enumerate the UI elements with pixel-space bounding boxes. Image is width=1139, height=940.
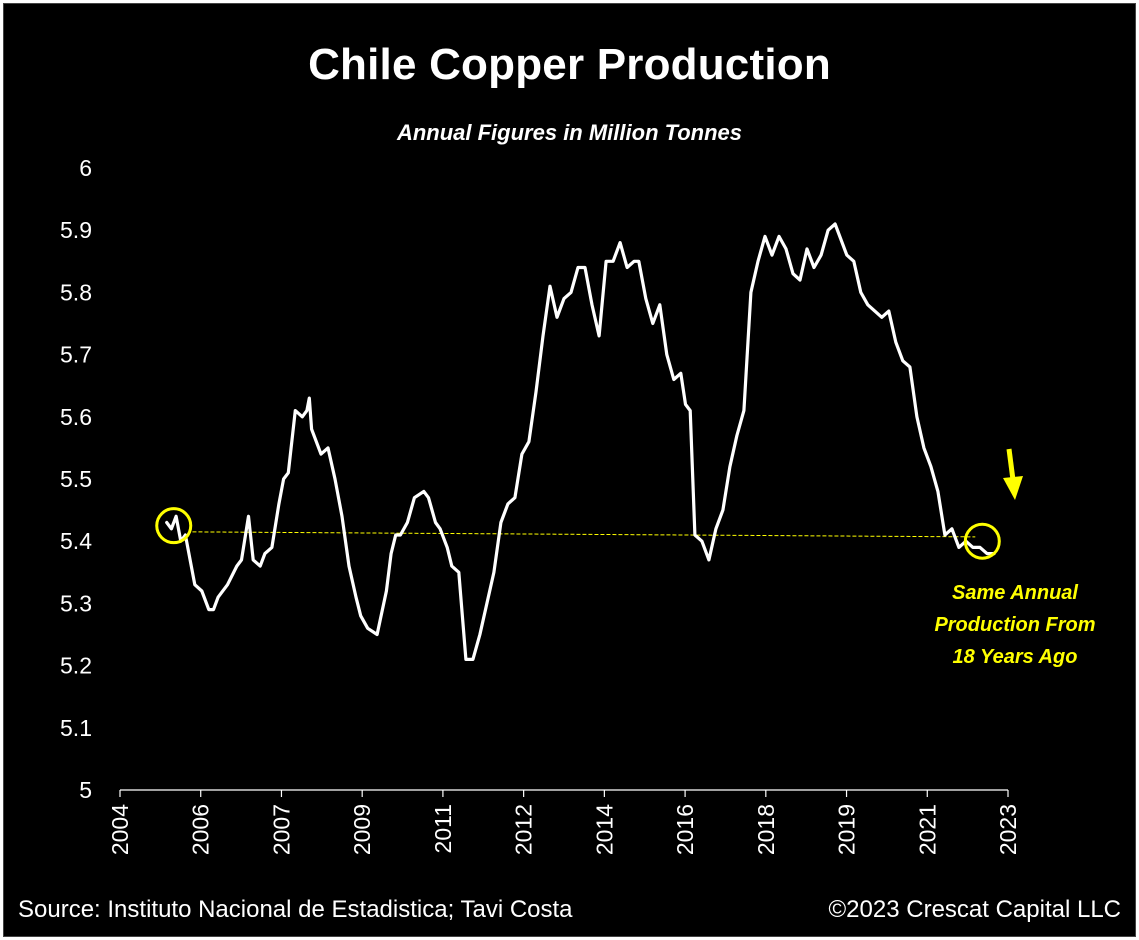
y-tick-label: 5 [79,777,92,803]
x-tick-label: 2012 [511,804,537,855]
y-tick-label: 5.3 [60,590,92,616]
x-tick-label: 2006 [188,804,214,855]
y-tick-label: 5.2 [60,653,92,679]
y-tick-label: 5.7 [60,342,92,368]
series-group [165,222,996,661]
y-tick-label: 5.1 [60,715,92,741]
annotation-text-line: 18 Years Ago [953,646,1078,668]
x-tick-label: 2011 [430,804,456,853]
arrow-head [1003,476,1023,500]
x-tick-label: 2007 [268,804,294,855]
highlight-circle [155,507,193,545]
y-tick-label: 5.9 [60,217,92,243]
copyright-text: ©2023 Crescat Capital LLC [828,896,1122,923]
series-line [165,222,996,661]
source-text: Source: Instituto Nacional de Estadistic… [18,896,573,923]
y-tick-label: 6 [79,155,92,181]
highlight-circle [963,522,1001,560]
reference-line-group [192,531,976,538]
x-tick-label: 2021 [914,804,940,855]
annotation-text-line: Same Annual [952,582,1078,604]
chart-subtitle: Annual Figures in Million Tonnes [396,120,743,145]
annotation-group: Same Annual Production From 18 Years Ago [155,448,1096,668]
chart-title: Chile Copper Production [308,40,831,89]
x-tick-label: 2018 [753,804,779,855]
x-tick-label: 2004 [107,804,133,855]
y-tick-label: 5.5 [60,466,92,492]
x-tick-label: 2019 [834,804,860,855]
x-tick-label: 2009 [349,804,375,855]
annotation-text-line: Production From [934,614,1095,636]
y-tick-label: 5.6 [60,404,92,430]
y-tick-label: 5.8 [60,279,92,305]
y-axis-tick-labels: 5 5.1 5.2 5.3 5.4 5.5 5.6 5.7 5.8 5.9 6 [60,155,92,803]
x-tick-label: 2016 [672,804,698,855]
arrow-shaft [1006,448,1016,481]
chart-frame: Chile Copper Production Annual Figures i… [3,3,1136,937]
y-tick-label: 5.4 [60,528,92,554]
x-tick-label: 2014 [591,804,617,855]
x-axis: 2004 2006 2007 2009 2011 2012 2014 2016 2018 2019… [107,789,1021,855]
reference-line [192,531,976,538]
x-tick-label: 2023 [995,804,1021,855]
